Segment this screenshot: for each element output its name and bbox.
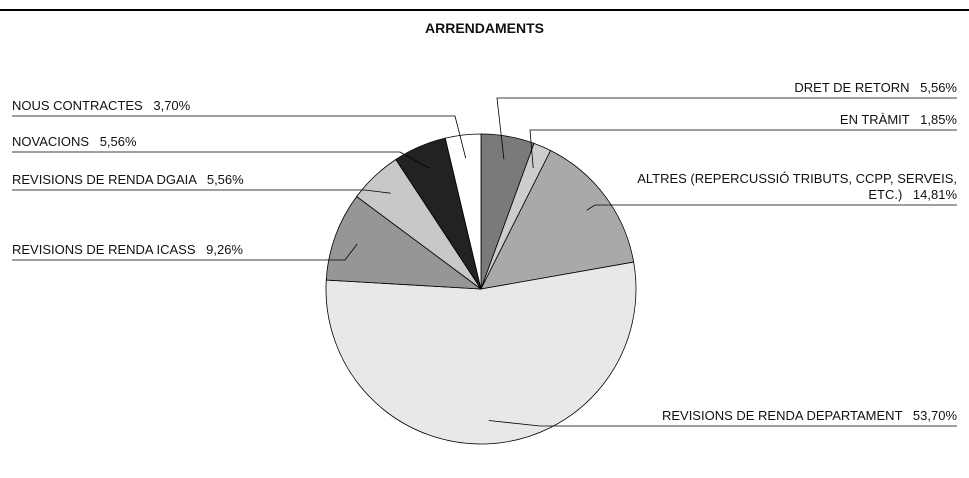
leader-line <box>12 243 358 261</box>
slice-label: NOUS CONTRACTES 3,70% <box>12 98 190 114</box>
slice-label: REVISIONS DE RENDA DGAIA 5,56% <box>12 172 244 188</box>
pie-slice <box>480 149 635 290</box>
leader-line <box>12 115 467 159</box>
value-label: 3,70% <box>153 98 191 113</box>
slice-label: ALTRES (REPERCUSSIÓ TRIBUTS, CCPP, SERVE… <box>602 171 957 203</box>
value-label: 5,56% <box>920 80 957 95</box>
pie-slice <box>325 261 637 445</box>
slice-label: REVISIONS DE RENDA ICASS 9,26% <box>12 242 243 258</box>
leader-line <box>496 97 957 160</box>
chart-title: ARRENDAMENTS <box>425 20 544 36</box>
value-label: 5,56% <box>206 172 244 187</box>
value-label: 53,70% <box>912 408 957 423</box>
value-label: 9,26% <box>206 242 243 257</box>
slice-label: DRET DE RETORN 5,56% <box>794 80 957 96</box>
slice-label: REVISIONS DE RENDA DEPARTAMENT 53,70% <box>662 408 957 424</box>
category-label: DRET DE RETORN <box>794 80 910 95</box>
pie-slice <box>444 133 482 290</box>
category-label: ALTRES (REPERCUSSIÓ TRIBUTS, CCPP, SERVE… <box>637 171 957 202</box>
value-label: 1,85% <box>920 112 957 127</box>
pie-slice <box>325 195 483 290</box>
value-label: 14,81% <box>912 187 957 202</box>
category-label: EN TRÀMIT <box>839 112 910 127</box>
leader-line <box>586 204 957 211</box>
category-label: NOUS CONTRACTES <box>12 98 143 113</box>
leader-line <box>12 189 391 194</box>
leader-line <box>12 151 430 169</box>
value-label: 5,56% <box>99 134 137 149</box>
slice-label: EN TRÀMIT 1,85% <box>840 112 957 128</box>
category-label: REVISIONS DE RENDA DEPARTAMENT <box>661 408 903 423</box>
leader-line <box>488 420 957 427</box>
category-label: REVISIONS DE RENDA ICASS <box>12 242 196 257</box>
slice-label: NOVACIONS 5,56% <box>12 134 137 150</box>
category-label: REVISIONS DE RENDA DGAIA <box>12 172 197 187</box>
leader-line <box>529 129 957 169</box>
category-label: NOVACIONS <box>12 134 90 149</box>
